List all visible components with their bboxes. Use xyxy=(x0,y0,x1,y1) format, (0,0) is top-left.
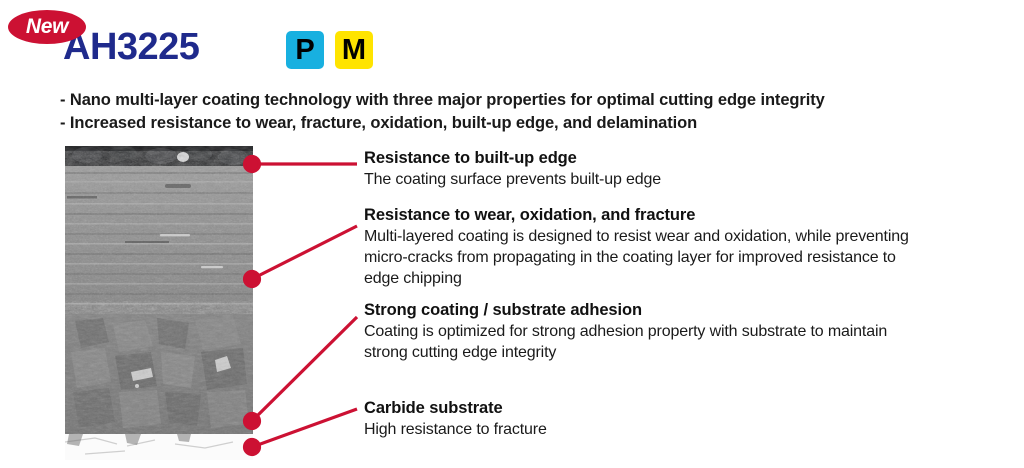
callout-4-line-1: High resistance to fracture xyxy=(364,421,547,439)
leader-line-3 xyxy=(250,315,359,423)
callout-coating-substrate-adhesion: Strong coating / substrate adhesion Coat… xyxy=(364,300,887,364)
iso-badge-m-label: M xyxy=(341,33,367,66)
callout-3-line-2: strong cutting edge integrity xyxy=(364,344,557,362)
callout-wear-oxidation-fracture: Resistance to wear, oxidation, and fract… xyxy=(364,205,909,290)
leader-line-2 xyxy=(251,224,358,281)
callout-3-title: Strong coating / substrate adhesion xyxy=(364,301,642,319)
iso-badge-m: M xyxy=(335,31,373,69)
callout-2-line-3: edge chipping xyxy=(364,270,462,288)
new-badge-label: New xyxy=(25,14,69,38)
callout-carbide-substrate: Carbide substrate High resistance to fra… xyxy=(364,398,547,441)
feature-bullet-1: - Nano multi-layer coating technology wi… xyxy=(60,91,825,109)
callout-2-line-1: Multi-layered coating is designed to res… xyxy=(364,228,909,246)
callout-2-title: Resistance to wear, oxidation, and fract… xyxy=(364,206,696,224)
callout-built-up-edge: Resistance to built-up edge The coating … xyxy=(364,148,661,191)
new-badge: New xyxy=(8,10,86,44)
callout-2-line-2: micro-cracks from propagating in the coa… xyxy=(364,249,896,267)
feature-bullet-2: - Increased resistance to wear, fracture… xyxy=(60,114,698,133)
callout-1-line-1: The coating surface prevents built-up ed… xyxy=(364,171,661,189)
callout-4-body: High resistance to fracture xyxy=(364,420,547,441)
page-title: AH3225 xyxy=(63,26,200,68)
callout-3-line-1: Coating is optimized for strong adhesion… xyxy=(364,323,888,341)
callout-3-body: Coating is optimized for strong adhesion… xyxy=(364,322,887,364)
callout-1-body: The coating surface prevents built-up ed… xyxy=(364,170,661,191)
iso-badge-p: P xyxy=(286,31,324,69)
sem-micrograph-graphic xyxy=(65,146,253,460)
callout-2-body: Multi-layered coating is designed to res… xyxy=(364,227,909,290)
sem-cross-section-image xyxy=(65,146,253,460)
callout-4-title: Carbide substrate xyxy=(364,399,503,417)
callout-1-title: Resistance to built-up edge xyxy=(364,149,577,167)
iso-material-group-badges: P M xyxy=(286,31,373,69)
feature-bullet-list: - Nano multi-layer coating technology wi… xyxy=(60,89,825,136)
iso-badge-p-label: P xyxy=(295,33,315,66)
leader-line-4 xyxy=(251,407,358,449)
